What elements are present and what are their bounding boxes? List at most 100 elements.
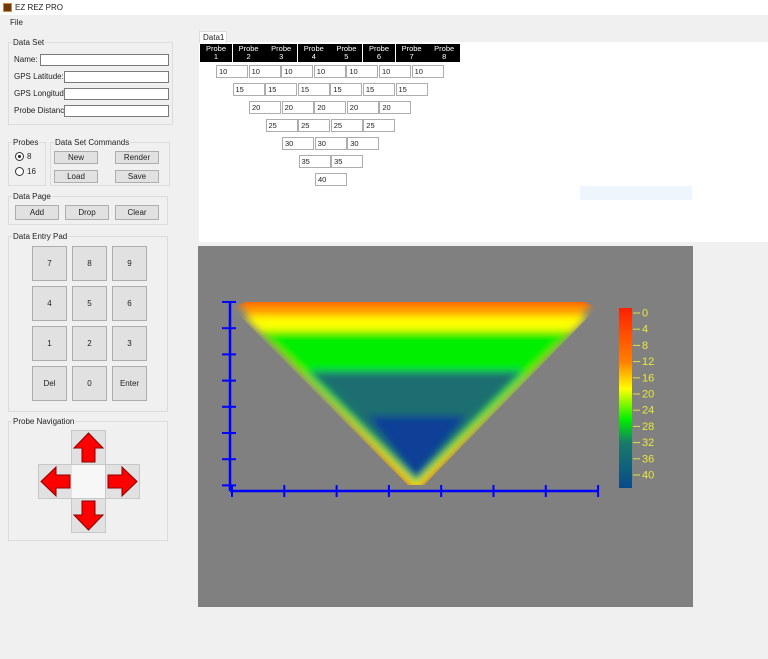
data-page-group: Data Page	[8, 192, 168, 225]
render-button[interactable]: Render	[115, 151, 159, 164]
data-cell[interactable]: 10	[216, 65, 248, 78]
key-0-button[interactable]: 0	[72, 366, 107, 401]
key-8-button[interactable]: 8	[72, 246, 107, 281]
probes-8-label: 8	[27, 152, 32, 161]
tab-data1[interactable]: Data1	[199, 31, 227, 43]
render-panel: 0 4 8 12 16 20 24 28 32 36 40	[198, 246, 693, 607]
data-cell[interactable]: 30	[314, 137, 347, 150]
data-cell[interactable]: 15	[232, 83, 265, 96]
arrow-right-icon	[107, 465, 138, 498]
data-cell[interactable]: 40	[315, 173, 347, 186]
key-1-button[interactable]: 1	[32, 326, 67, 361]
nav-center	[72, 465, 105, 498]
title-bar: EZ REZ PRO	[0, 0, 768, 15]
data-cell[interactable]: 20	[314, 101, 347, 114]
colorbar-label: 40	[642, 470, 654, 482]
nav-left-button[interactable]	[38, 464, 73, 499]
key-5-button[interactable]: 5	[72, 286, 107, 321]
commands-legend: Data Set Commands	[55, 138, 130, 147]
data-set-group: Data Set	[8, 38, 173, 125]
faded-overlay	[580, 186, 692, 200]
colorbar-label: 4	[642, 324, 648, 336]
data-cell[interactable]: 20	[249, 101, 281, 114]
data-cell[interactable]: 15	[265, 83, 298, 96]
data-cell[interactable]: 30	[347, 137, 380, 150]
app-title: EZ REZ PRO	[15, 3, 64, 12]
probes-16-label: 16	[27, 167, 36, 176]
key-3-button[interactable]: 3	[112, 326, 147, 361]
data-cell[interactable]: 15	[297, 83, 330, 96]
data-cell[interactable]: 25	[265, 119, 298, 132]
colorbar-label: 12	[642, 356, 654, 368]
colorbar-label: 20	[642, 389, 654, 401]
data-cell[interactable]: 15	[395, 83, 428, 96]
heat-layer	[368, 416, 466, 478]
colorbar-label: 28	[642, 421, 654, 433]
data-cell[interactable]: 35	[331, 155, 364, 168]
colorbar-label: 24	[642, 405, 654, 417]
probe-header-7: Probe 7	[395, 44, 428, 62]
name-input[interactable]	[40, 54, 169, 66]
probes-legend: Probes	[13, 138, 39, 147]
gps-latitude-label: GPS Latitude:	[14, 72, 64, 81]
probe-header-6: Probe 6	[363, 44, 395, 62]
data-cell[interactable]: 10	[313, 65, 346, 78]
probes-16-radio[interactable]	[15, 167, 24, 176]
data-cell[interactable]: 10	[248, 65, 281, 78]
data-entry-pad-group: Data Entry Pad	[8, 232, 168, 412]
data-set-legend: Data Set	[13, 38, 45, 47]
clear-button[interactable]: Clear	[115, 205, 159, 220]
data-cell[interactable]: 30	[282, 137, 314, 150]
new-button[interactable]: New	[54, 151, 98, 164]
data-cell[interactable]: 10	[281, 65, 314, 78]
data-cell[interactable]: 25	[330, 119, 363, 132]
probes-group: Probes	[8, 138, 46, 186]
data-cell[interactable]: 10	[346, 65, 379, 78]
navigation-legend: Probe Navigation	[13, 417, 75, 426]
data-cell[interactable]: 25	[298, 119, 331, 132]
colorbar-label: 0	[642, 308, 648, 320]
name-label: Name:	[14, 55, 38, 64]
probes-8-radio[interactable]	[15, 152, 24, 161]
data-cell[interactable]: 15	[330, 83, 363, 96]
nav-up-button[interactable]	[71, 430, 106, 465]
probe-distance-label: Probe Distance:	[14, 106, 71, 115]
data-cell[interactable]: 15	[362, 83, 395, 96]
gps-longitude-label: GPS Longitude:	[14, 89, 71, 98]
gps-longitude-input[interactable]	[64, 88, 169, 100]
key-2-button[interactable]: 2	[72, 326, 107, 361]
save-button[interactable]: Save	[115, 170, 159, 183]
heatmap-area	[232, 302, 597, 485]
data-cell[interactable]: 20	[346, 101, 379, 114]
probe-distance-input[interactable]	[64, 105, 169, 117]
key-4-button[interactable]: 4	[32, 286, 67, 321]
app-icon	[3, 3, 12, 12]
nav-right-button[interactable]	[105, 464, 140, 499]
arrow-up-icon	[72, 432, 105, 463]
key-6-button[interactable]: 6	[112, 286, 147, 321]
probe-header-8: Probe 8	[428, 44, 461, 62]
data-cell[interactable]: 10	[379, 65, 411, 78]
probe-header-2: Probe 2	[232, 44, 265, 62]
drop-button[interactable]: Drop	[65, 205, 109, 220]
data-cell[interactable]: 35	[298, 155, 331, 168]
data-cell[interactable]: 10	[411, 65, 444, 78]
key-del-button[interactable]: Del	[32, 366, 67, 401]
gps-latitude-input[interactable]	[64, 71, 169, 83]
colorbar-label: 36	[642, 453, 654, 465]
add-button[interactable]: Add	[15, 205, 59, 220]
arrow-down-icon	[72, 500, 105, 531]
load-button[interactable]: Load	[54, 170, 98, 183]
menu-file[interactable]: File	[10, 18, 23, 27]
data-cell[interactable]: 25	[363, 119, 396, 132]
probe-navigation-group: Probe Navigation	[8, 417, 168, 541]
colorbar-label: 8	[642, 340, 648, 352]
key-9-button[interactable]: 9	[112, 246, 147, 281]
nav-down-button[interactable]	[71, 498, 106, 533]
key-7-button[interactable]: 7	[32, 246, 67, 281]
data-cell[interactable]: 20	[379, 101, 412, 114]
data-set-commands-group: Data Set Commands	[50, 138, 170, 186]
probe-header-5: Probe 5	[330, 44, 363, 62]
key-enter-button[interactable]: Enter	[112, 366, 147, 401]
data-cell[interactable]: 20	[281, 101, 314, 114]
